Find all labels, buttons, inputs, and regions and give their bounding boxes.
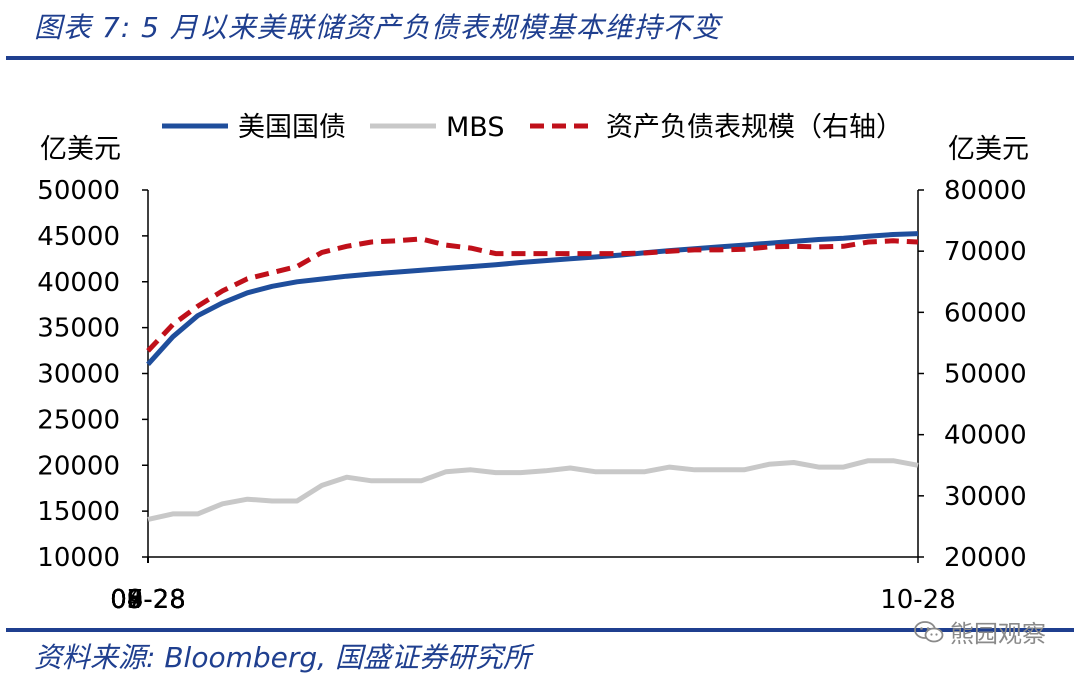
x-tick-label: 09-28 (110, 585, 186, 615)
right-tick-label: 20000 (944, 543, 1027, 573)
x-tick-label: 05-28 (110, 585, 186, 615)
watermark-text: 熊园观察 (950, 620, 1046, 648)
right-axis-unit-label: 亿美元 (948, 134, 1029, 165)
x-tick-label: 06-28 (110, 585, 186, 615)
series-line-1 (147, 458, 919, 522)
legend-label-0: 美国国债 (238, 112, 346, 143)
source-note: 资料来源: Bloomberg, 国盛证券研究所 (34, 641, 531, 674)
axes (142, 189, 924, 563)
left-tick-label: 30000 (37, 360, 120, 390)
series-line-0 (146, 231, 919, 366)
right-tick-label: 30000 (944, 482, 1027, 512)
bottom-rule (6, 628, 1074, 632)
left-tick-label: 35000 (37, 314, 120, 344)
x-tick-label: 10-28 (880, 585, 956, 615)
x-tick-label: 07-28 (110, 585, 186, 615)
series-line-2 (146, 236, 919, 353)
left-tick-label: 20000 (37, 451, 120, 481)
left-tick-label: 50000 (37, 176, 120, 206)
x-tick-label: 08-28 (110, 585, 186, 615)
top-rule (6, 56, 1074, 60)
series-lines (146, 231, 919, 522)
left-tick-label: 45000 (37, 222, 120, 252)
right-tick-label: 50000 (944, 360, 1027, 390)
x-tick-label: 04-28 (110, 585, 186, 615)
right-tick-label: 60000 (944, 298, 1027, 328)
right-tick-label: 70000 (944, 237, 1027, 267)
x-tick-label: 03-28 (110, 585, 186, 615)
tick-labels: 10000 15000 20000 25000 30000 35000 40000 45000… (37, 176, 1026, 615)
right-tick-label: 80000 (944, 176, 1027, 206)
figure-title: 图表 7: 5 月以来美联储资产负债表规模基本维持不变 (34, 11, 721, 44)
legend-label-1: MBS (446, 112, 504, 143)
legend-label-2: 资产负债表规模（右轴） (606, 112, 903, 143)
left-axis-unit-label: 亿美元 (40, 134, 121, 165)
wechat-icon (914, 620, 944, 642)
left-tick-label: 40000 (37, 268, 120, 298)
watermark: 熊园观察 (914, 614, 1046, 649)
left-tick-label: 25000 (37, 405, 120, 435)
legend: 美国国债 MBS 资产负债表规模（右轴） (162, 112, 903, 143)
right-tick-label: 40000 (944, 421, 1027, 451)
left-tick-label: 15000 (37, 497, 120, 527)
left-tick-label: 10000 (37, 543, 120, 573)
